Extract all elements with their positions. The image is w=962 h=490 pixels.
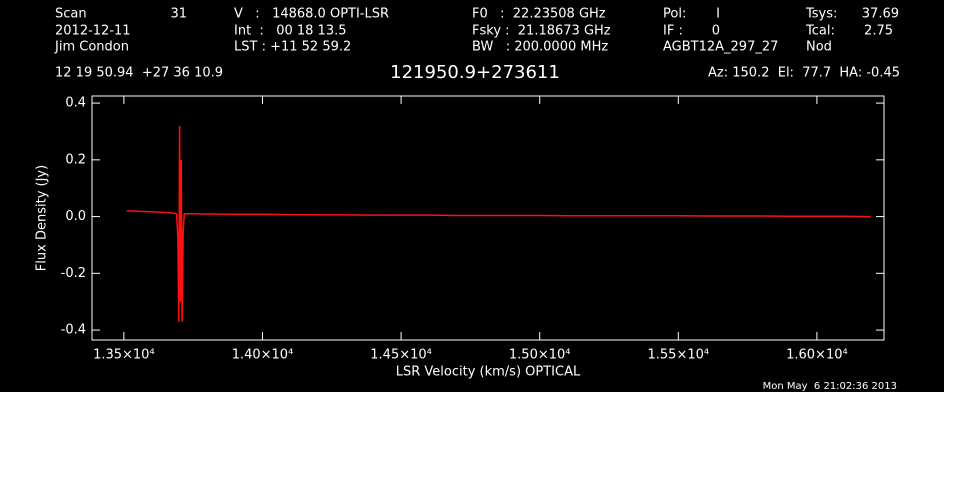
- spectrum-line: [126, 125, 871, 322]
- x-tick-label: 1.40×10⁴: [232, 348, 294, 363]
- x-axis-label: LSR Velocity (km/s) OPTICAL: [396, 365, 581, 380]
- header-text: Az: 150.2 El: 77.7 HA: -0.45: [708, 66, 900, 81]
- header-text: F0 : 22.23508 GHz: [472, 7, 606, 22]
- y-axis-label: Flux Density (Jy): [35, 165, 50, 271]
- y-tick-label: 0.4: [65, 96, 86, 111]
- header-text: Pol:: [663, 7, 686, 22]
- x-tick-label: 1.55×10⁴: [648, 348, 710, 363]
- header-text: Mon May 6 21:02:36 2013: [763, 381, 897, 392]
- header-text: LST : +11 52 59.2: [234, 40, 351, 55]
- header-text: 31: [170, 7, 187, 22]
- x-tick-label: 1.50×10⁴: [509, 348, 571, 363]
- header-text: 0: [712, 24, 720, 39]
- header-text: Int : 00 18 13.5: [234, 24, 347, 39]
- header-text: 37.69: [862, 7, 899, 22]
- x-tick-label: 1.60×10⁴: [786, 348, 848, 363]
- header-text: Scan: [55, 7, 87, 22]
- header-text: 12 19 50.94 +27 36 10.9: [55, 66, 223, 81]
- header-text: V : 14868.0 OPTI-LSR: [234, 7, 389, 22]
- y-tick-label: 0.0: [65, 209, 86, 224]
- chart-title: 121950.9+273611: [390, 62, 560, 83]
- header-text: Fsky : 21.18673 GHz: [472, 24, 611, 39]
- plot-background: [0, 0, 944, 392]
- header-text: 2012-12-11: [55, 24, 131, 39]
- header-text: BW : 200.0000 MHz: [472, 40, 608, 55]
- header-text: 2.75: [864, 24, 893, 39]
- y-tick-label: 0.2: [65, 152, 86, 167]
- y-tick-label: -0.4: [61, 323, 86, 338]
- header-text: Nod: [806, 40, 832, 55]
- y-tick-label: -0.2: [61, 266, 86, 281]
- plot-frame: [91, 95, 885, 341]
- header-text: AGBT12A_297_27: [663, 40, 778, 55]
- x-tick-label: 1.35×10⁴: [93, 348, 155, 363]
- header-text: IF :: [663, 24, 683, 39]
- header-text: I: [716, 7, 720, 22]
- x-tick-label: 1.45×10⁴: [370, 348, 432, 363]
- header-text: Tsys:: [805, 7, 837, 22]
- header-text: Jim Condon: [54, 40, 129, 55]
- header-text: Tcal:: [805, 24, 835, 39]
